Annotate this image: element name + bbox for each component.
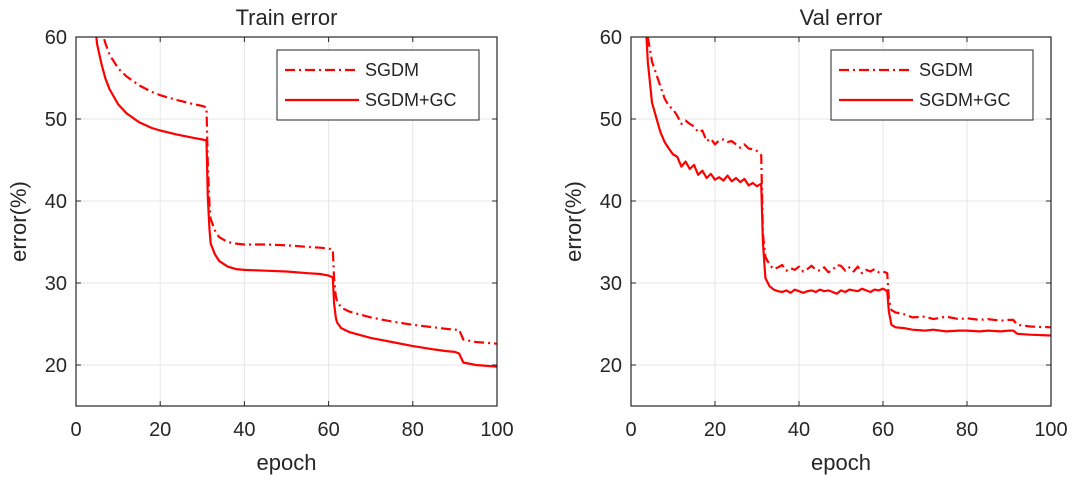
y-tick-label: 20 <box>45 355 67 377</box>
legend: SGDM SGDM+GC <box>276 49 480 121</box>
y-tick-label: 20 <box>600 355 622 377</box>
y-tick-label: 50 <box>45 109 67 131</box>
y-tick-label: 60 <box>600 27 622 49</box>
train-error-panel: 0 20 40 60 80 100 20 30 40 50 60 Train error epoch er… <box>6 5 514 475</box>
x-tick-label: 100 <box>1034 419 1067 441</box>
legend: SGDM SGDM+GC <box>830 49 1034 121</box>
y-axis-label: error(%) <box>6 181 31 262</box>
legend-box <box>276 49 480 121</box>
plot-area-frame <box>75 36 498 407</box>
val-series-sgdm-line <box>646 37 1051 329</box>
x-tick-label: 60 <box>872 419 894 441</box>
y-tick-label: 60 <box>45 27 67 49</box>
chart-title: Val error <box>800 5 883 30</box>
x-tick-label: 40 <box>233 419 255 441</box>
train-series-sgdm-line <box>102 37 497 345</box>
legend-label-sgdm: SGDM <box>365 60 419 80</box>
x-tick-label: 20 <box>704 419 726 441</box>
val-error-panel: 0 20 40 60 80 100 20 30 40 50 60 Val error epoch erro… <box>561 5 1068 475</box>
y-tick-label: 40 <box>600 191 622 213</box>
y-tick-label: 30 <box>600 273 622 295</box>
x-axis-label: epoch <box>257 450 317 475</box>
x-tick-label: 20 <box>149 419 171 441</box>
plot-area-frame <box>630 36 1052 407</box>
x-tick-label: 0 <box>625 419 636 441</box>
train-series-sgdm-gc-line <box>95 37 497 368</box>
y-tick-label: 30 <box>45 273 67 295</box>
legend-label-sgdm-gc: SGDM+GC <box>365 90 457 110</box>
val-series-sgdm-gc-line <box>645 37 1051 337</box>
y-tick-label: 40 <box>45 191 67 213</box>
x-tick-label: 80 <box>402 419 424 441</box>
legend-label-sgdm-gc: SGDM+GC <box>919 90 1011 110</box>
x-tick-label: 100 <box>480 419 513 441</box>
x-tick-label: 40 <box>788 419 810 441</box>
y-axis-label: error(%) <box>561 181 586 262</box>
x-tick-label: 0 <box>70 419 81 441</box>
chart-title: Train error <box>236 5 338 30</box>
x-axis-label: epoch <box>811 450 871 475</box>
legend-label-sgdm: SGDM <box>919 60 973 80</box>
y-tick-label: 50 <box>600 109 622 131</box>
x-tick-label: 60 <box>317 419 339 441</box>
legend-box <box>830 49 1034 121</box>
x-tick-label: 80 <box>956 419 978 441</box>
